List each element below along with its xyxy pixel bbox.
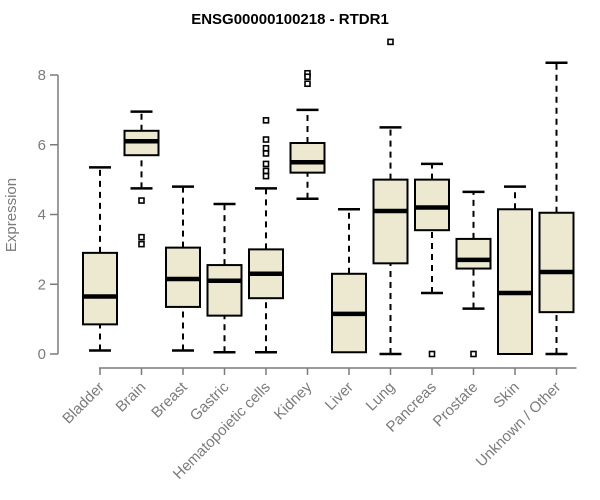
x-tick-label-liver: Liver [322,379,357,414]
box-series [82,38,575,358]
boxplot-kidney [289,69,326,201]
iqr-box [289,142,326,174]
y-tick-label: 8 [38,67,46,84]
outlier-point [262,144,270,152]
boxplot-lung [372,38,409,356]
y-axis-title: Expression [3,178,20,252]
y-tick-label: 0 [38,346,46,363]
outlier-point [428,350,436,358]
outlier-point [138,240,145,248]
outlier-point [262,136,270,143]
boxplot-prostate [455,190,492,358]
boxplot-brain [123,110,160,248]
iqr-box [455,237,492,270]
outlier-point [138,233,145,241]
outlier-point [262,117,270,124]
outlier-point [470,350,477,358]
outlier-point [387,38,394,46]
iqr-box [497,208,533,355]
boxplot-hematopoietic-cells [248,117,284,354]
outlier-point [138,197,145,204]
boxplot-bladder [82,166,118,352]
iqr-box [372,178,409,265]
iqr-box [82,251,118,326]
x-tick-label-lung: Lung [363,379,399,415]
chart-title: ENSG00000100218 - RTDR1 [191,11,389,28]
x-tick-label-skin: Skin [490,379,523,412]
iqr-box [538,211,575,314]
boxplot-breast [165,185,201,352]
y-tick-label: 6 [38,137,46,154]
y-tick-label: 4 [38,207,46,224]
outlier-point [262,160,270,168]
boxplot-unknown-other [538,61,575,356]
outlier-point [262,167,270,175]
boxplot-liver [331,208,367,354]
boxplot-pancreas [414,162,450,358]
y-tick-label: 2 [38,276,46,293]
outlier-point [262,150,270,157]
x-tick-label-kidney: Kidney [271,378,316,423]
x-tick-label-breast: Breast [148,378,191,421]
x-tick-label-brain: Brain [113,379,150,416]
x-tick-label-bladder: Bladder [59,379,108,428]
x-tick-label-prostate: Prostate [430,379,482,431]
boxplot-gastric [206,202,243,354]
outlier-point [304,80,311,88]
outlier-point [304,73,311,81]
boxplot-skin [497,185,533,355]
iqr-box [206,264,243,317]
outlier-point [262,172,270,180]
iqr-box [414,178,450,232]
